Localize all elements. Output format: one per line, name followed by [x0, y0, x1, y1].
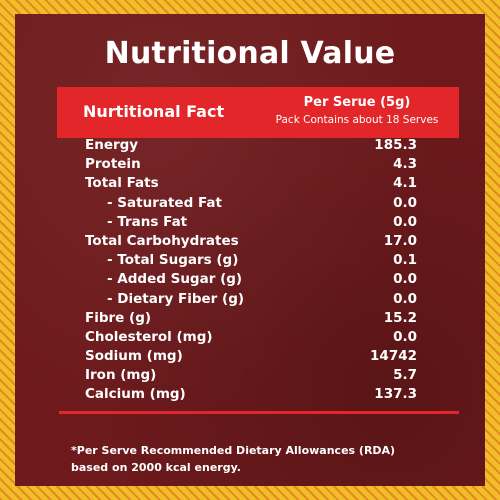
table-row: - Saturated Fat 0.0: [85, 194, 417, 213]
footnote-line-2: based on 2000 kcal energy.: [71, 461, 241, 474]
row-value: 17.0: [383, 232, 417, 249]
row-label: - Dietary Fiber (g): [107, 290, 245, 307]
row-label: Calcium (mg): [85, 386, 186, 403]
row-label: Energy: [85, 137, 139, 153]
header-serving-info: Per Serue (5g) Pack Contains about 18 Se…: [267, 95, 447, 126]
rda-footnote: *Per Serve Recommended Dietary Allowance…: [71, 442, 471, 476]
table-row: Energy 185.3: [85, 136, 417, 155]
row-value: 4.3: [393, 156, 417, 173]
table-row: - Added Sugar (g) 0.0: [85, 270, 417, 289]
bottom-divider: [59, 411, 459, 414]
row-value: 185.3: [374, 137, 417, 153]
row-label: Cholesterol (mg): [85, 328, 213, 345]
row-label: - Added Sugar (g): [107, 271, 243, 288]
table-header-bar: Nurtitional Fact Per Serue (5g) Pack Con…: [57, 87, 459, 138]
table-row: Total Fats 4.1: [85, 174, 417, 193]
nutrition-panel: Nutritional Value Nurtitional Fact Per S…: [15, 14, 485, 486]
table-row: Fibre (g) 15.2: [85, 309, 417, 328]
row-value: 0.1: [393, 252, 417, 269]
footnote-line-1: *Per Serve Recommended Dietary Allowance…: [71, 444, 396, 457]
row-label: Total Fats: [85, 175, 159, 192]
row-value: 0.0: [393, 213, 417, 230]
row-value: 0.0: [393, 194, 417, 211]
table-row: Protein 4.3: [85, 155, 417, 174]
table-row: - Trans Fat 0.0: [85, 213, 417, 232]
table-row: - Total Sugars (g) 0.1: [85, 251, 417, 270]
row-value: 137.3: [374, 386, 417, 403]
per-serve-label: Per Serue (5g): [303, 95, 411, 110]
row-label: - Trans Fat: [107, 213, 188, 230]
table-row: Cholesterol (mg) 0.0: [85, 328, 417, 347]
table-row: Iron (mg) 5.7: [85, 366, 417, 385]
row-label: Fibre (g): [85, 309, 152, 326]
row-label: - Saturated Fat: [107, 194, 222, 211]
row-label: - Total Sugars (g): [107, 252, 239, 269]
row-label: Iron (mg): [85, 367, 157, 384]
row-value: 14742: [370, 348, 417, 365]
row-label: Total Carbohydrates: [85, 232, 239, 249]
table-row: - Dietary Fiber (g) 0.0: [85, 290, 417, 309]
row-value: 15.2: [383, 309, 417, 326]
row-value: 5.7: [393, 367, 417, 384]
row-value: 0.0: [393, 328, 417, 345]
table-row: Sodium (mg) 14742: [85, 347, 417, 366]
page-title: Nutritional Value: [104, 36, 396, 71]
table-row: Calcium (mg) 137.3: [85, 385, 417, 404]
row-label: Sodium (mg): [85, 348, 183, 365]
row-value: 0.0: [393, 290, 417, 307]
nutrition-table: Energy 185.3 Protein 4.3 Total Fats 4.1 - S…: [85, 136, 417, 405]
row-value: 4.1: [393, 175, 417, 192]
row-value: 0.0: [393, 271, 417, 288]
row-label: Protein: [85, 156, 141, 173]
table-row: Total Carbohydrates 17.0: [85, 232, 417, 251]
pack-contains-label: Pack Contains about 18 Serves: [275, 114, 439, 126]
header-label: Nurtitional Fact: [83, 102, 225, 121]
